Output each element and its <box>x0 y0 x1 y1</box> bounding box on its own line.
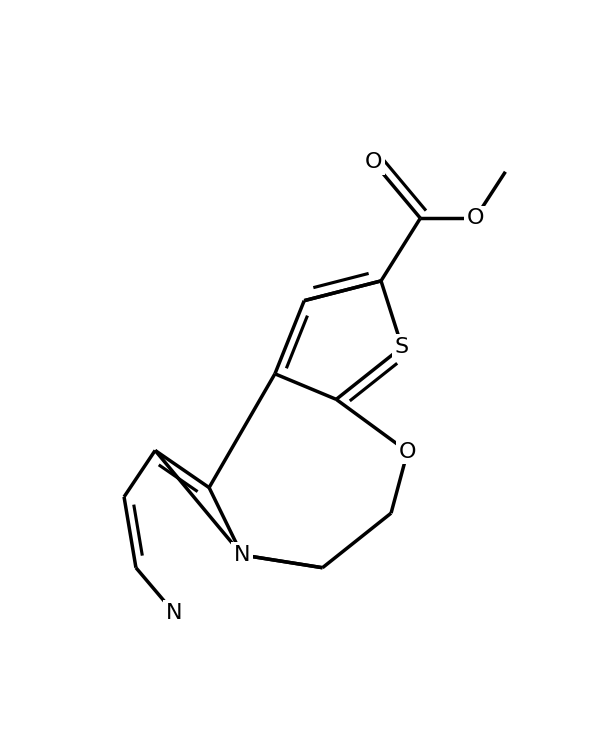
Text: S: S <box>395 337 409 357</box>
Text: O: O <box>365 152 382 173</box>
Text: O: O <box>399 442 417 461</box>
Text: N: N <box>166 603 182 623</box>
Text: O: O <box>467 208 484 228</box>
Text: N: N <box>234 545 250 565</box>
